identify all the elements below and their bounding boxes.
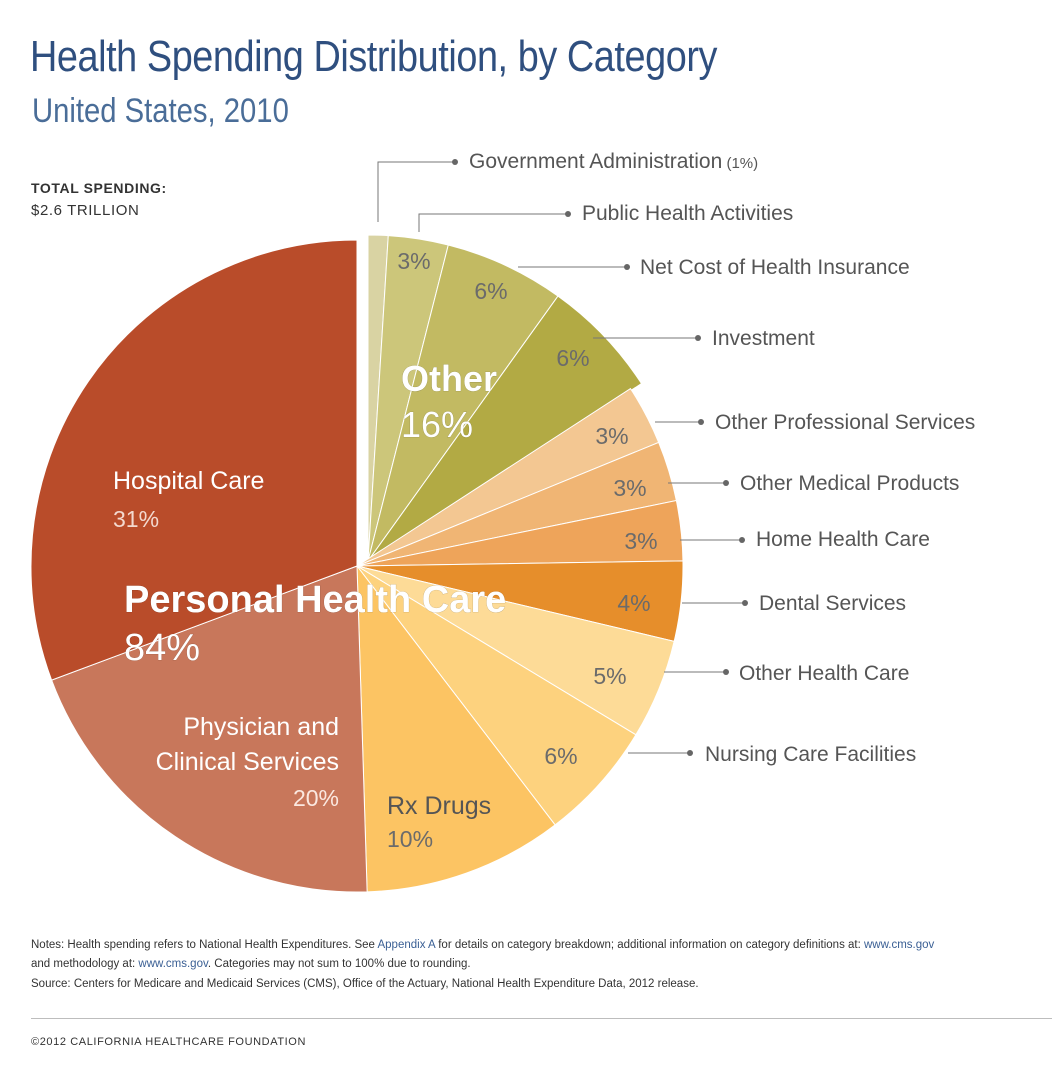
leader-dot-home-health-care — [739, 537, 745, 543]
label-rx-drugs: Rx Drugs — [387, 792, 491, 820]
pie-slice-net-cost-of-health-insurance — [367, 244, 559, 562]
label-dental-services: Dental Services — [759, 592, 906, 615]
source-note: Source: Centers for Medicare and Medicai… — [31, 978, 699, 990]
group-label-personal-health-care: Personal Health Care — [124, 579, 506, 621]
label-government-administration: Government Administration (1%) — [469, 150, 758, 173]
value-dental-services: 4% — [617, 590, 650, 616]
value-physician-and-clinical-services: 20% — [293, 785, 339, 811]
label-physician-and-clinical-services-line-1: Physician and — [183, 713, 339, 741]
leader-dot-other-health-care — [723, 669, 729, 675]
label-other-health-care: Other Health Care — [739, 662, 909, 685]
divider — [31, 1018, 1052, 1019]
leader-line-government-administration — [377, 161, 455, 222]
value-other-health-care: 5% — [593, 663, 626, 689]
notes: Notes: Health spending refers to Nationa… — [31, 939, 935, 970]
copyright: ©2012 CALIFORNIA HEALTHCARE FOUNDATION — [31, 1036, 306, 1048]
group-value-personal-health-care: 84% — [124, 627, 200, 669]
appendix-a-link[interactable]: Appendix A — [377, 939, 436, 951]
leader-dot-government-administration — [452, 159, 458, 165]
leader-line-public-health-activities — [418, 213, 568, 232]
value-investment: 6% — [556, 345, 589, 371]
value-nursing-care-facilities: 6% — [544, 743, 577, 769]
label-hospital-care: Hospital Care — [113, 467, 264, 495]
label-other-medical-products: Other Medical Products — [740, 472, 959, 495]
label-net-cost-of-health-insurance: Net Cost of Health Insurance — [640, 256, 910, 279]
label-other-professional-services: Other Professional Services — [715, 411, 975, 434]
leader-dot-other-professional-services — [698, 419, 704, 425]
cms-definitions-link[interactable]: www.cms.gov — [864, 939, 935, 951]
leader-dot-investment — [695, 335, 701, 341]
value-public-health-activities: 3% — [397, 248, 430, 274]
label-physician-and-clinical-services-line-2: Clinical Services — [156, 748, 339, 776]
value-other-medical-products: 3% — [613, 475, 646, 501]
leader-dot-dental-services — [742, 600, 748, 606]
pie-slice-hospital-care — [30, 239, 358, 681]
value-net-cost-of-health-insurance: 6% — [474, 278, 507, 304]
cms-methodology-link[interactable]: www.cms.gov — [138, 958, 208, 970]
total-spending-label: TOTAL SPENDING: — [31, 180, 167, 196]
group-value-other: 16% — [401, 404, 473, 445]
leader-dot-nursing-care-facilities — [687, 750, 693, 756]
value-rx-drugs: 10% — [387, 826, 433, 852]
pie-slice-physician-and-clinical-services — [50, 565, 368, 893]
total-spending-value: $2.6 TRILLION — [31, 202, 140, 219]
chart-title: Health Spending Distribution, by Categor… — [30, 32, 718, 81]
label-investment: Investment — [712, 327, 815, 350]
value-other-professional-services: 3% — [595, 423, 628, 449]
chart-subtitle: United States, 2010 — [32, 92, 289, 130]
leader-dot-public-health-activities — [565, 211, 571, 217]
pie-slice-investment — [367, 295, 643, 562]
label-note-government-administration: (1%) — [722, 155, 758, 172]
pie-slice-nursing-care-facilities — [356, 565, 637, 826]
leader-dot-net-cost-of-health-insurance — [624, 264, 630, 270]
label-nursing-care-facilities: Nursing Care Facilities — [705, 743, 916, 766]
value-hospital-care: 31% — [113, 506, 159, 532]
pie-slice-rx-drugs — [356, 564, 556, 893]
label-home-health-care: Home Health Care — [756, 528, 930, 551]
label-public-health-activities: Public Health Activities — [582, 202, 793, 225]
group-label-other: Other — [401, 358, 497, 399]
value-home-health-care: 3% — [624, 528, 657, 554]
leader-dot-other-medical-products — [723, 480, 729, 486]
